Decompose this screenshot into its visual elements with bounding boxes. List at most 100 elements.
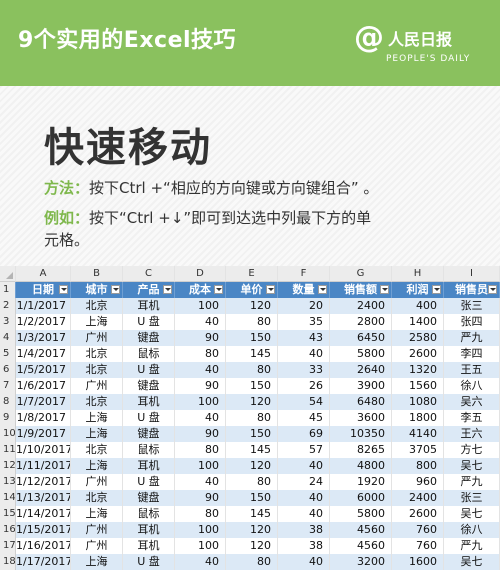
table-cell[interactable]: 1/14/2017 xyxy=(16,506,71,522)
table-cell[interactable]: 张三 xyxy=(444,298,500,314)
table-cell[interactable]: 3900 xyxy=(330,378,392,394)
column-header-h[interactable]: H xyxy=(392,266,444,282)
table-cell[interactable]: 1/15/2017 xyxy=(16,522,71,538)
table-cell[interactable]: 1/13/2017 xyxy=(16,490,71,506)
table-cell[interactable]: 4560 xyxy=(330,522,392,538)
table-cell[interactable]: 40 xyxy=(175,410,226,426)
table-cell[interactable]: 耳机 xyxy=(123,394,175,410)
table-cell[interactable]: 键盘 xyxy=(123,330,175,346)
table-cell[interactable]: 键盘 xyxy=(123,426,175,442)
table-cell[interactable]: 40 xyxy=(278,346,330,362)
filter-dropdown-icon[interactable] xyxy=(380,285,389,294)
row-number[interactable]: 12 xyxy=(0,458,16,474)
row-number[interactable]: 16 xyxy=(0,522,16,538)
table-cell[interactable]: 100 xyxy=(175,538,226,554)
table-cell[interactable]: 1920 xyxy=(330,474,392,490)
table-cell[interactable]: 1/17/2017 xyxy=(16,554,71,570)
table-cell[interactable]: U 盘 xyxy=(123,554,175,570)
table-cell[interactable]: 26 xyxy=(278,378,330,394)
column-header-i[interactable]: I xyxy=(444,266,500,282)
column-header-e[interactable]: E xyxy=(226,266,278,282)
table-cell[interactable]: 40 xyxy=(175,554,226,570)
table-cell[interactable]: 80 xyxy=(175,506,226,522)
table-cell[interactable]: 90 xyxy=(175,378,226,394)
table-header-cell[interactable]: 数量 xyxy=(278,282,330,298)
table-cell[interactable]: 40 xyxy=(278,554,330,570)
table-cell[interactable]: 张三 xyxy=(444,490,500,506)
table-cell[interactable]: 80 xyxy=(226,554,278,570)
table-cell[interactable]: 2400 xyxy=(330,298,392,314)
table-cell[interactable]: 45 xyxy=(278,410,330,426)
table-cell[interactable]: 上海 xyxy=(71,426,123,442)
table-cell[interactable]: 6480 xyxy=(330,394,392,410)
table-header-cell[interactable]: 城市 xyxy=(71,282,123,298)
table-cell[interactable]: 80 xyxy=(175,346,226,362)
filter-dropdown-icon[interactable] xyxy=(111,285,120,294)
row-number[interactable]: 17 xyxy=(0,538,16,554)
table-cell[interactable]: 耳机 xyxy=(123,538,175,554)
table-cell[interactable]: 120 xyxy=(226,538,278,554)
table-cell[interactable]: U 盘 xyxy=(123,474,175,490)
table-cell[interactable]: 2800 xyxy=(330,314,392,330)
row-number[interactable]: 5 xyxy=(0,346,16,362)
table-cell[interactable]: 1/5/2017 xyxy=(16,362,71,378)
table-cell[interactable]: 80 xyxy=(226,314,278,330)
table-cell[interactable]: 33 xyxy=(278,362,330,378)
table-cell[interactable]: 2400 xyxy=(392,490,444,506)
table-cell[interactable]: 150 xyxy=(226,330,278,346)
row-number[interactable]: 8 xyxy=(0,394,16,410)
table-cell[interactable]: 鼠标 xyxy=(123,346,175,362)
table-cell[interactable]: 严九 xyxy=(444,474,500,490)
table-header-cell[interactable]: 单价 xyxy=(226,282,278,298)
table-cell[interactable]: 38 xyxy=(278,522,330,538)
table-cell[interactable]: U 盘 xyxy=(123,410,175,426)
table-cell[interactable]: 1/12/2017 xyxy=(16,474,71,490)
table-cell[interactable]: 1080 xyxy=(392,394,444,410)
table-cell[interactable]: 3600 xyxy=(330,410,392,426)
filter-dropdown-icon[interactable] xyxy=(163,285,172,294)
table-cell[interactable]: 1/2/2017 xyxy=(16,314,71,330)
table-cell[interactable]: 90 xyxy=(175,426,226,442)
column-header-c[interactable]: C xyxy=(123,266,175,282)
table-cell[interactable]: 100 xyxy=(175,394,226,410)
table-cell[interactable]: 145 xyxy=(226,442,278,458)
table-cell[interactable]: 耳机 xyxy=(123,522,175,538)
table-cell[interactable]: 145 xyxy=(226,346,278,362)
table-cell[interactable]: 1560 xyxy=(392,378,444,394)
table-cell[interactable]: 上海 xyxy=(71,410,123,426)
table-cell[interactable]: 徐八 xyxy=(444,378,500,394)
table-cell[interactable]: 北京 xyxy=(71,298,123,314)
table-cell[interactable]: 120 xyxy=(226,298,278,314)
table-cell[interactable]: 广州 xyxy=(71,378,123,394)
table-cell[interactable]: 北京 xyxy=(71,394,123,410)
table-cell[interactable]: 145 xyxy=(226,506,278,522)
table-header-cell[interactable]: 日期 xyxy=(16,282,71,298)
table-cell[interactable]: 80 xyxy=(175,442,226,458)
table-cell[interactable]: 1/8/2017 xyxy=(16,410,71,426)
row-number[interactable]: 6 xyxy=(0,362,16,378)
table-cell[interactable]: 严九 xyxy=(444,538,500,554)
filter-dropdown-icon[interactable] xyxy=(488,285,497,294)
table-cell[interactable]: 120 xyxy=(226,522,278,538)
table-cell[interactable]: 耳机 xyxy=(123,458,175,474)
table-cell[interactable]: 4140 xyxy=(392,426,444,442)
table-cell[interactable]: 90 xyxy=(175,490,226,506)
table-cell[interactable]: 100 xyxy=(175,522,226,538)
table-cell[interactable]: 40 xyxy=(175,474,226,490)
table-cell[interactable]: 北京 xyxy=(71,442,123,458)
table-cell[interactable]: 4800 xyxy=(330,458,392,474)
table-cell[interactable]: 鼠标 xyxy=(123,506,175,522)
table-cell[interactable]: 键盘 xyxy=(123,378,175,394)
table-header-cell[interactable]: 产品 xyxy=(123,282,175,298)
column-header-a[interactable]: A xyxy=(16,266,71,282)
table-cell[interactable]: 760 xyxy=(392,538,444,554)
table-cell[interactable]: 1/7/2017 xyxy=(16,394,71,410)
row-number[interactable]: 1 xyxy=(0,282,16,298)
table-cell[interactable]: 40 xyxy=(278,506,330,522)
table-cell[interactable]: 1600 xyxy=(392,554,444,570)
table-cell[interactable]: 760 xyxy=(392,522,444,538)
table-cell[interactable]: 8265 xyxy=(330,442,392,458)
table-cell[interactable]: 43 xyxy=(278,330,330,346)
table-cell[interactable]: 广州 xyxy=(71,538,123,554)
table-cell[interactable]: 100 xyxy=(175,298,226,314)
